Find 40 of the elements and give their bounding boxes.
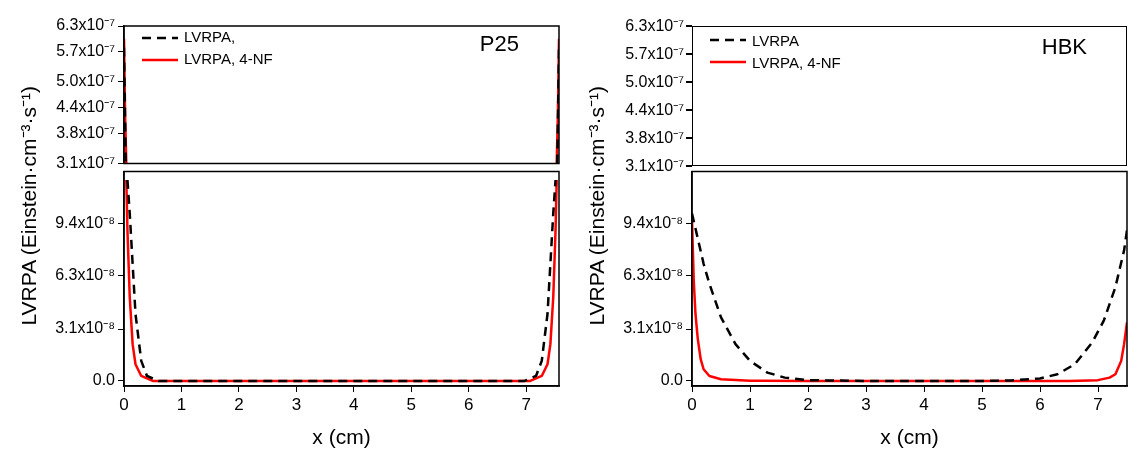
legend-label: LVRPA bbox=[752, 31, 799, 49]
x-tick-label: 7 bbox=[521, 394, 531, 414]
x-tick-label: 1 bbox=[176, 394, 187, 414]
x-tick-label: 3 bbox=[291, 394, 302, 414]
x-tick-label: 5 bbox=[406, 394, 417, 414]
x-tick-label: 4 bbox=[919, 394, 929, 414]
x-tick-label: 6 bbox=[464, 394, 474, 414]
y-tick-label: 6.3x10⁻⁷ bbox=[56, 16, 116, 34]
y-tick-label: 0.0 bbox=[660, 371, 684, 389]
x-axis-title: x (cm) bbox=[880, 425, 939, 449]
x-tick-label: 0 bbox=[119, 394, 129, 414]
x-axis-title: x (cm) bbox=[312, 425, 371, 449]
x-tick-label: 1 bbox=[745, 394, 755, 414]
legend-label: LVRPA, 4-NF bbox=[184, 50, 273, 68]
x-tick-label: 5 bbox=[977, 394, 987, 414]
x-tick-label: 4 bbox=[349, 394, 359, 414]
y-tick-label: 9.4x10⁻⁸ bbox=[55, 213, 115, 231]
y-tick-label: 3.1x10⁻⁷ bbox=[56, 153, 116, 171]
y-axis-title: LVRPA (Einstein·cm⁻³·s⁻¹) bbox=[16, 86, 41, 326]
legend-label: LVRPA, bbox=[184, 28, 236, 46]
x-tick-label: 7 bbox=[1093, 394, 1103, 414]
y-tick-label: 0.0 bbox=[92, 371, 116, 389]
y-tick-label: 6.3x10⁻⁸ bbox=[55, 265, 115, 283]
y-tick-label: 3.1x10⁻⁸ bbox=[623, 319, 683, 337]
y-tick-label: 5.7x10⁻⁷ bbox=[56, 42, 116, 60]
y-tick-label: 3.1x10⁻⁸ bbox=[55, 319, 115, 337]
x-tick-label: 2 bbox=[803, 394, 813, 414]
annotation: P25 bbox=[479, 31, 519, 57]
x-tick-label: 0 bbox=[687, 394, 697, 414]
x-tick-label: 6 bbox=[1035, 394, 1045, 414]
text: HBK bbox=[1041, 34, 1087, 60]
y-tick-label: 6.3x10⁻⁸ bbox=[623, 265, 683, 283]
x-tick-label: 3 bbox=[861, 394, 871, 414]
y-tick-label: 9.4x10⁻⁸ bbox=[623, 213, 683, 231]
y-tick-label: 5.0x10⁻⁷ bbox=[56, 72, 116, 90]
legend-label: LVRPA, 4-NF bbox=[752, 53, 841, 71]
y-tick-label: 3.8x10⁻⁷ bbox=[56, 123, 116, 141]
x-tick-label: 2 bbox=[234, 394, 244, 414]
y-tick-label: 4.4x10⁻⁷ bbox=[56, 97, 116, 115]
y-axis-title: LVRPA (Einstein·cm⁻³·s⁻¹) bbox=[584, 86, 609, 326]
